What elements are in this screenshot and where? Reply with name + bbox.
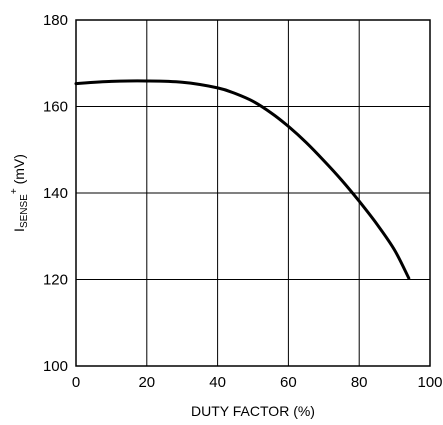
y-axis-label-superscript: + — [9, 188, 20, 194]
plot-frame — [75, 19, 431, 367]
y-tick-labels: 100 120 140 160 180 — [43, 12, 68, 375]
x-tick-label: 100 — [417, 374, 442, 391]
y-tick-label: 160 — [43, 99, 68, 116]
y-axis-label-base: I — [11, 228, 27, 232]
x-tick-label: 40 — [209, 374, 226, 391]
y-tick-label: 120 — [43, 272, 68, 289]
y-axis-label-subscript: SENSE — [19, 194, 30, 228]
y-tick-label: 100 — [43, 358, 68, 375]
x-tick-label: 60 — [280, 374, 297, 391]
y-axis-label: ISENSE+ (mV) — [9, 154, 30, 232]
x-tick-label: 20 — [138, 374, 155, 391]
y-tick-label: 180 — [43, 12, 68, 29]
x-tick-label: 0 — [72, 374, 80, 391]
y-tick-label: 140 — [43, 185, 68, 202]
grid — [75, 19, 431, 367]
x-tick-labels: 0 20 40 60 80 100 — [72, 374, 443, 391]
series-line — [74, 79, 411, 280]
x-tick-label: 80 — [351, 374, 368, 391]
y-axis-label-unit: (mV) — [11, 154, 27, 188]
x-axis-label: DUTY FACTOR (%) — [191, 403, 315, 419]
